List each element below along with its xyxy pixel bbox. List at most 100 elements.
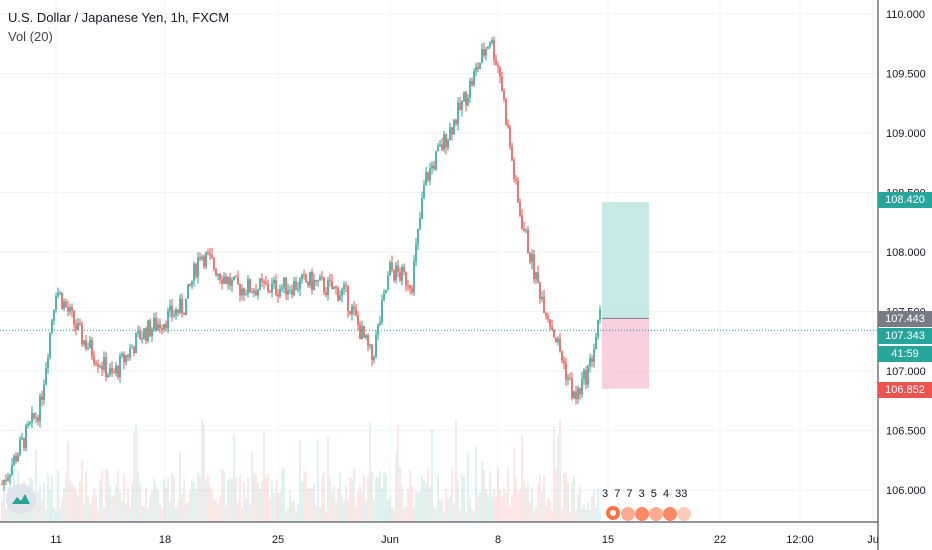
candle-body	[411, 288, 413, 293]
candle-body	[583, 369, 585, 380]
volume-bar	[153, 478, 155, 522]
volume-bar	[87, 496, 89, 522]
volume-bar	[35, 449, 37, 522]
candle-body	[265, 282, 267, 284]
candle-body	[451, 127, 453, 135]
candle-body	[419, 218, 421, 229]
event-count[interactable]: 3	[638, 488, 645, 500]
volume-bar	[399, 467, 401, 522]
candle-body	[413, 261, 415, 293]
volume-bar	[329, 477, 331, 522]
candle-body	[161, 328, 163, 330]
candle-body	[91, 339, 93, 357]
event-count[interactable]: 7	[614, 488, 621, 500]
candle-body	[463, 92, 465, 101]
volume-bar	[317, 439, 319, 522]
volume-bar	[597, 488, 599, 522]
event-count[interactable]: 4	[662, 488, 670, 500]
volume-bar	[489, 471, 491, 522]
candle-body	[5, 479, 7, 481]
volume-bar	[459, 508, 461, 522]
volume-bar	[523, 480, 525, 522]
volume-bar	[245, 498, 247, 522]
volume-bar	[137, 470, 139, 522]
candle-body	[63, 301, 65, 309]
volume-bar	[337, 489, 339, 522]
volume-bar	[469, 498, 471, 522]
candle-body	[353, 306, 355, 309]
economic-events[interactable]: 3 7 7 3 5 4 33	[602, 488, 690, 500]
candle-body	[175, 309, 177, 316]
candle-body	[593, 349, 595, 362]
event-flag-icons[interactable]	[604, 504, 700, 522]
candle-body	[461, 100, 463, 110]
volume-bar	[251, 451, 253, 522]
candle-body	[567, 377, 569, 380]
event-count[interactable]: 33	[675, 488, 688, 500]
volume-bar	[371, 471, 373, 522]
candle-body	[489, 42, 491, 47]
volume-bar	[375, 477, 377, 522]
volume-bar	[53, 508, 55, 522]
volume-bar	[219, 497, 221, 522]
candle-body	[551, 326, 553, 330]
candle-body	[295, 280, 297, 290]
candle-body	[53, 309, 55, 321]
candle-body	[205, 252, 207, 267]
candle-body	[117, 365, 119, 377]
volume-bar	[295, 510, 297, 522]
volume-bar	[151, 491, 153, 522]
candle-body	[325, 292, 327, 295]
candle-body	[81, 324, 83, 345]
candle-body	[577, 388, 579, 400]
volume-bar	[579, 486, 581, 522]
volume-bar	[431, 428, 433, 522]
volume-bar	[587, 502, 589, 522]
volume-bar	[199, 476, 201, 522]
candle-body	[11, 464, 13, 475]
volume-bar	[343, 500, 345, 522]
candle-body	[273, 280, 275, 284]
volume-bar	[569, 511, 571, 522]
event-count[interactable]: 5	[650, 488, 657, 500]
candle-body	[305, 274, 307, 283]
tradingview-logo-icon[interactable]	[6, 484, 36, 514]
candle-body	[45, 367, 47, 385]
candle-body	[169, 305, 171, 311]
candle-body	[233, 276, 235, 280]
volume-bar	[115, 484, 117, 522]
candle-body	[193, 263, 195, 281]
volume-bar	[143, 506, 145, 522]
stop-price-tag: 106.852	[878, 382, 932, 398]
event-count[interactable]: 7	[626, 488, 633, 500]
volume-bar	[57, 470, 59, 522]
volume-bar	[529, 501, 531, 522]
candle-body	[157, 324, 159, 331]
candle-body	[195, 263, 197, 277]
event-count[interactable]: 3	[602, 488, 609, 500]
candle-body	[29, 421, 31, 424]
volume-bar	[165, 487, 167, 522]
candle-body	[589, 358, 591, 367]
volume-bar	[111, 496, 113, 522]
candle-body	[245, 294, 247, 296]
candle-body	[229, 277, 231, 286]
volume-bar	[525, 488, 527, 522]
candle-body	[343, 284, 345, 290]
candle-body	[465, 92, 467, 105]
candle-body	[125, 355, 127, 363]
volume-bar	[373, 500, 375, 522]
candle-body	[253, 290, 255, 293]
candle-body	[421, 198, 423, 219]
volume-bar	[55, 511, 57, 522]
volume-bar	[47, 474, 49, 522]
volume-bar	[97, 510, 99, 522]
y-tick-label: 106.500	[886, 426, 926, 438]
candle-body	[581, 379, 583, 395]
volume-bar	[535, 506, 537, 522]
candle-body	[365, 335, 367, 338]
volume-bar	[487, 495, 489, 522]
candle-body	[497, 64, 499, 68]
candle-body	[507, 124, 509, 128]
